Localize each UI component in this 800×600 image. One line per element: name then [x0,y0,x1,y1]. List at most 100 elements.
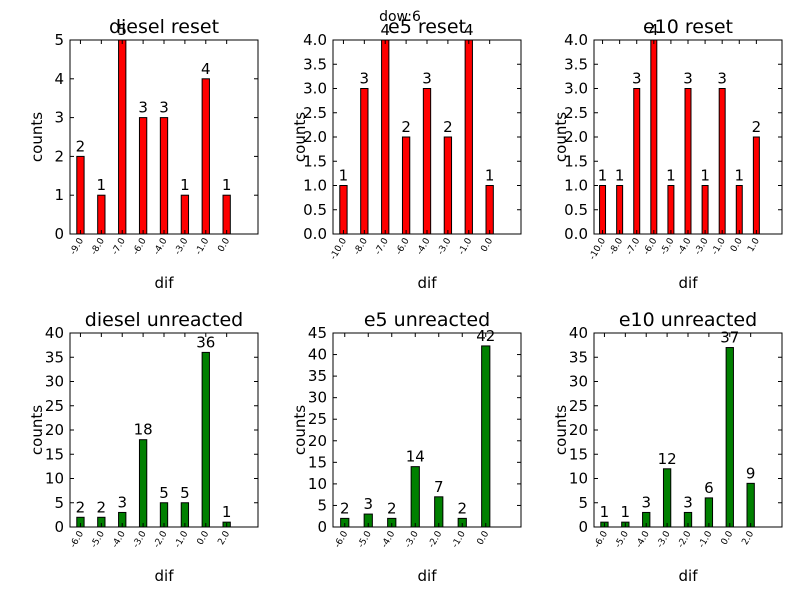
data-label: 2 [401,118,411,136]
bar [704,497,714,528]
y-tick-label: 35 [45,348,64,366]
data-label: 1 [666,167,676,185]
bar [599,185,607,235]
chart-panel: 1 3 4 2 3 2 4 1 0.0 0.5 1.0 1.5 2.0 2.5 3.0 3.5 4.0 -10.0… [291,16,522,292]
x-axis-label: dif [679,274,699,292]
y-tick-label: 1.0 [564,177,588,195]
x-tick-label: -6.0 [394,236,412,256]
chart-title: diesel reset [109,16,219,38]
x-tick-label: -4.0 [634,529,652,549]
bar [138,117,148,235]
y-tick-label: 1.5 [303,152,327,170]
x-tick-label: -10.0 [329,236,349,261]
y-tick-label: 25 [569,397,588,415]
x-tick-label: -1.0 [194,236,212,256]
data-label: 18 [134,421,153,439]
data-label: 1 [222,176,232,194]
y-tick-label: 30 [45,373,64,391]
y-tick-label: 35 [569,348,588,366]
data-label: 9 [746,464,756,482]
y-tick-label: 45 [308,324,327,342]
x-tick-label: -2.0 [427,529,445,549]
x-axis-label: dif [155,567,175,585]
data-label: 4 [649,21,659,39]
x-axis-label: dif [155,274,175,292]
y-tick-label: 3 [54,109,64,127]
data-label: 7 [434,478,444,496]
x-tick-label: -7.0 [373,236,391,256]
bar [443,136,453,235]
y-tick-label: 5 [317,496,327,514]
y-tick-label: 2.0 [564,128,588,146]
y-tick-label: 15 [569,445,588,463]
x-axis-label: dif [418,567,438,585]
bar [464,39,473,235]
x-tick-label: -3.0 [173,236,191,256]
y-axis-label: counts [291,112,309,162]
x-tick-label: -10.0 [588,236,608,261]
bar [650,39,658,235]
data-label: 4 [464,21,474,39]
data-label: 1 [615,167,625,185]
x-tick-label: -5.0 [613,529,631,549]
x-tick-label: 0.0 [729,236,745,254]
y-tick-label: 0.5 [564,201,588,219]
chart-title: e10 reset [643,16,733,38]
x-tick-label: -6.0 [593,529,611,549]
data-label: 1 [734,167,744,185]
y-axis-label: counts [28,405,46,455]
x-tick-label: 0.0 [216,236,232,254]
bar [662,468,672,528]
data-label: 1 [180,176,190,194]
y-tick-label: 25 [45,397,64,415]
y-tick-label: 0.0 [303,225,327,243]
y-axis-label: counts [552,405,570,455]
data-label: 2 [76,498,86,516]
y-tick-label: 2 [54,147,64,165]
data-label: 1 [97,176,107,194]
y-axis-label: counts [291,405,309,455]
y-tick-label: 0.5 [303,201,327,219]
data-label: 2 [387,499,397,517]
y-tick-label: 30 [308,389,327,407]
data-label: 4 [380,21,390,39]
x-tick-label: 2.0 [216,529,232,547]
data-label: 1 [222,503,232,521]
data-label: 3 [360,70,370,88]
data-label: 4 [201,60,211,78]
chart-title: e5 unreacted [364,309,490,331]
data-label: 3 [683,70,693,88]
x-tick-label: -4.0 [380,529,398,549]
bar [138,439,148,528]
x-tick-label: -3.0 [655,529,673,549]
y-tick-label: 2.0 [303,128,327,146]
x-tick-label: -4.0 [152,236,170,256]
chart-panel: 1 1341313120.00.51.01.52.02.53.03.54.0-10… [552,16,783,292]
bar [481,345,491,528]
y-tick-label: 3.0 [303,80,327,98]
x-tick-label: -6.0 [69,529,87,549]
data-label: 12 [658,450,677,468]
data-label: 1 [700,167,710,185]
bar [422,88,432,235]
bar [222,194,231,235]
bar [159,117,169,235]
y-tick-label: 20 [308,432,327,450]
data-label: 1 [485,167,495,185]
data-label: 3 [683,493,693,511]
bar [667,185,675,235]
bar [360,88,369,235]
bar [118,39,127,235]
data-label: 14 [406,448,425,466]
x-tick-label: -1.0 [457,236,475,256]
bar [735,185,743,235]
axes-frame [332,332,522,528]
x-tick-label: -1.0 [697,529,715,549]
y-tick-label: 1 [54,186,64,204]
y-tick-label: 4.0 [303,31,327,49]
bar [616,185,624,235]
